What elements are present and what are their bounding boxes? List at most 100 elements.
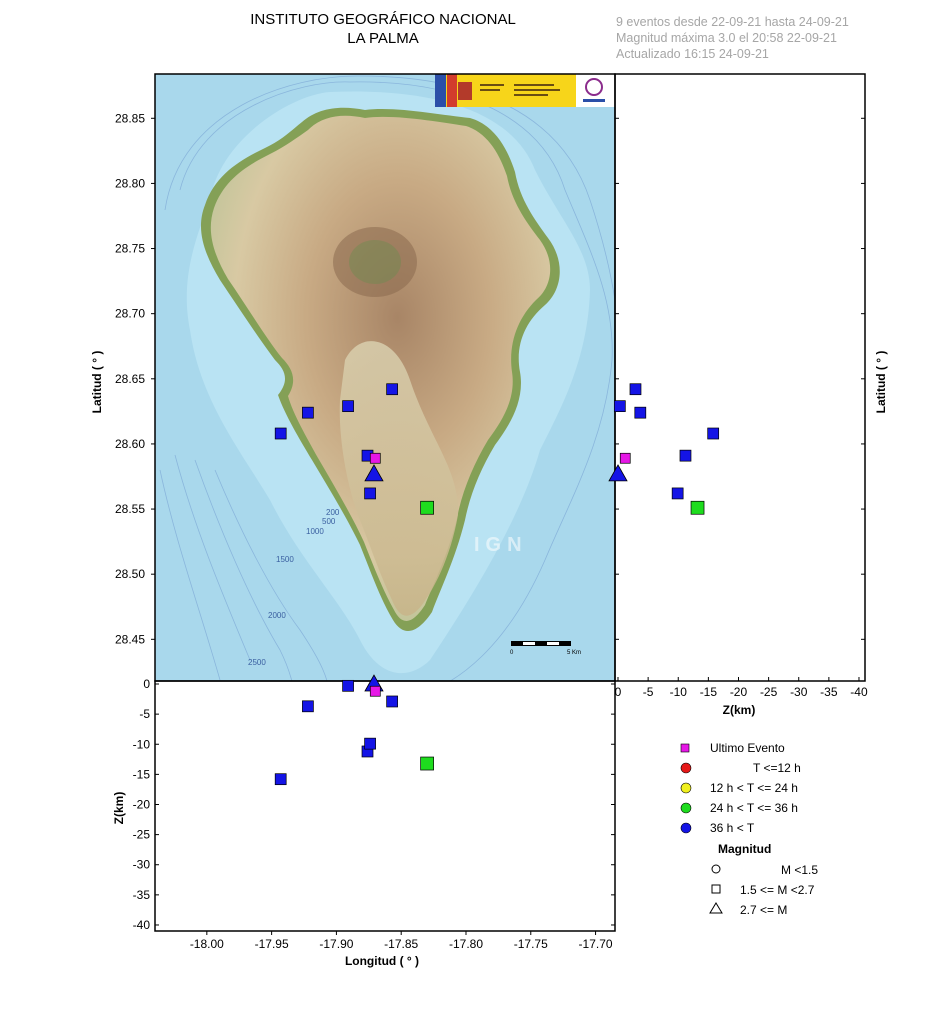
info-block: 9 eventos desde 22-09-21 hasta 24-09-21 … (616, 14, 849, 62)
event-marker-lat-depth (608, 464, 628, 482)
legend: Ultimo Evento T <=12 h 12 h < T <= 24 h … (680, 741, 818, 917)
z-tick-label-v: 0 (143, 677, 150, 691)
scale-start: 0 (510, 650, 514, 656)
contour-label: 500 (322, 517, 336, 526)
event-marker-map (274, 427, 287, 440)
legend-m2: 1.5 <= M <2.7 (740, 883, 815, 897)
legend-triangle-shape (709, 902, 723, 914)
caldera (333, 227, 417, 297)
event-marker-map (386, 383, 398, 396)
lon-tick-label: -17.85 (384, 937, 418, 951)
z-tick-label-v: -15 (133, 767, 151, 781)
info-updated: Actualizado 16:15 24-09-21 (616, 47, 769, 61)
event-marker-lat-depth (707, 427, 720, 440)
lat-axis-label-left: Latitud ( ° ) (90, 351, 104, 414)
z-tick-label-h: -15 (700, 685, 718, 699)
contour-label: 2500 (248, 658, 266, 667)
lat-tick-label: 28.80 (115, 176, 145, 190)
contour-label: 1000 (306, 527, 324, 536)
lat-tick-label: 28.65 (115, 372, 145, 386)
event-marker-lat-depth (679, 449, 692, 462)
event-marker-lon-depth (364, 737, 376, 750)
chart-title: INSTITUTO GEOGRÁFICO NACIONAL LA PALMA (240, 10, 526, 48)
z-tick-label-v: -10 (133, 737, 151, 751)
scale-bar: 0 5 Km (510, 641, 581, 656)
legend-yellow-swatch (680, 782, 692, 794)
lon-tick-label: -18.00 (190, 937, 224, 951)
z-tick-label-v: -5 (139, 707, 150, 721)
ign-logo (435, 74, 615, 107)
event-marker-lat-depth (690, 500, 705, 515)
ign-watermark: IGN (474, 534, 528, 556)
event-marker-lat-depth (619, 452, 631, 464)
legend-last-swatch (680, 743, 690, 753)
event-markers (274, 383, 720, 786)
lat-depth-frame (614, 73, 866, 682)
legend-m1: M <1.5 (781, 863, 818, 877)
lat-tick-label: 28.60 (115, 437, 145, 451)
event-marker-map (420, 500, 434, 515)
title-line-1: INSTITUTO GEOGRÁFICO NACIONAL (250, 11, 516, 28)
lon-tick-label: -17.70 (579, 937, 613, 951)
legend-circle-shape (711, 864, 721, 874)
contour-label: 1500 (276, 555, 294, 564)
event-marker-map (369, 452, 381, 464)
event-marker-lat-depth (671, 487, 684, 500)
event-marker-lon-depth (420, 756, 434, 771)
z-tick-label-v: -40 (133, 918, 151, 932)
event-marker-lat-depth (634, 406, 647, 419)
lon-tick-label: -17.95 (255, 937, 289, 951)
z-tick-label-h: -30 (790, 685, 808, 699)
legend-t3: 24 h < T <= 36 h (710, 801, 798, 815)
axis-ticks (151, 117, 865, 935)
z-tick-label-h: -20 (730, 685, 748, 699)
lon-tick-label: -17.80 (449, 937, 483, 951)
event-marker-map (364, 487, 376, 500)
contour-label: 200 (326, 508, 340, 517)
legend-m3: 2.7 <= M (740, 903, 787, 917)
cumbre-vieja (339, 341, 459, 616)
lat-tick-label: 28.55 (115, 502, 145, 516)
lon-axis-label: Longitud ( ° ) (345, 954, 419, 968)
legend-t1: T <=12 h (753, 761, 801, 775)
legend-green-swatch (680, 802, 692, 814)
lat-tick-label: 28.85 (115, 111, 145, 125)
event-marker-lon-depth (274, 773, 287, 786)
z-tick-label-h: -5 (643, 685, 654, 699)
lat-axis-label-right: Latitud ( ° ) (874, 351, 888, 414)
event-marker-lon-depth (302, 700, 314, 713)
info-magnitude: Magnitud máxima 3.0 el 20:58 22-09-21 (616, 31, 837, 45)
z-tick-label-h: -25 (760, 685, 778, 699)
z-tick-label-h: -35 (820, 685, 838, 699)
event-marker-lon-depth (342, 679, 354, 692)
z-tick-label-h: -10 (670, 685, 688, 699)
legend-t2: 12 h < T <= 24 h (710, 781, 798, 795)
z-tick-label-v: -25 (133, 828, 151, 842)
event-marker-lon-depth (386, 695, 398, 708)
event-marker-lon-depth (369, 685, 381, 697)
lat-tick-label: 28.70 (115, 307, 145, 321)
scale-end: 5 Km (567, 650, 581, 656)
caldera-floor (349, 240, 401, 284)
legend-square-shape (711, 884, 721, 894)
legend-t4: 36 h < T (710, 821, 755, 835)
lon-tick-label: -17.90 (319, 937, 353, 951)
legend-blue-swatch (680, 822, 692, 834)
contour-label: 2000 (268, 611, 286, 620)
info-events: 9 eventos desde 22-09-21 hasta 24-09-21 (616, 15, 849, 29)
z-tick-label-h: -40 (850, 685, 868, 699)
event-marker-lat-depth (629, 383, 642, 396)
lat-tick-label: 28.75 (115, 242, 145, 256)
z-tick-label-h: 0 (615, 685, 622, 699)
tick-labels: 28.85 28.80 28.75 28.70 28.65 28.60 28.55 28.50… (115, 111, 868, 951)
z-tick-label-v: -35 (133, 888, 151, 902)
lon-depth-frame (154, 680, 616, 932)
lat-tick-label: 28.50 (115, 567, 145, 581)
legend-ultimo: Ultimo Evento (710, 741, 785, 755)
event-marker-map (342, 400, 354, 413)
relief-map: 200 500 1000 1500 2000 2500 IGN 0 5 Km (155, 74, 615, 681)
z-tick-label-v: -30 (133, 858, 151, 872)
event-marker-map (364, 464, 384, 482)
z-axis-label-horizontal: Z(km) (723, 703, 756, 717)
